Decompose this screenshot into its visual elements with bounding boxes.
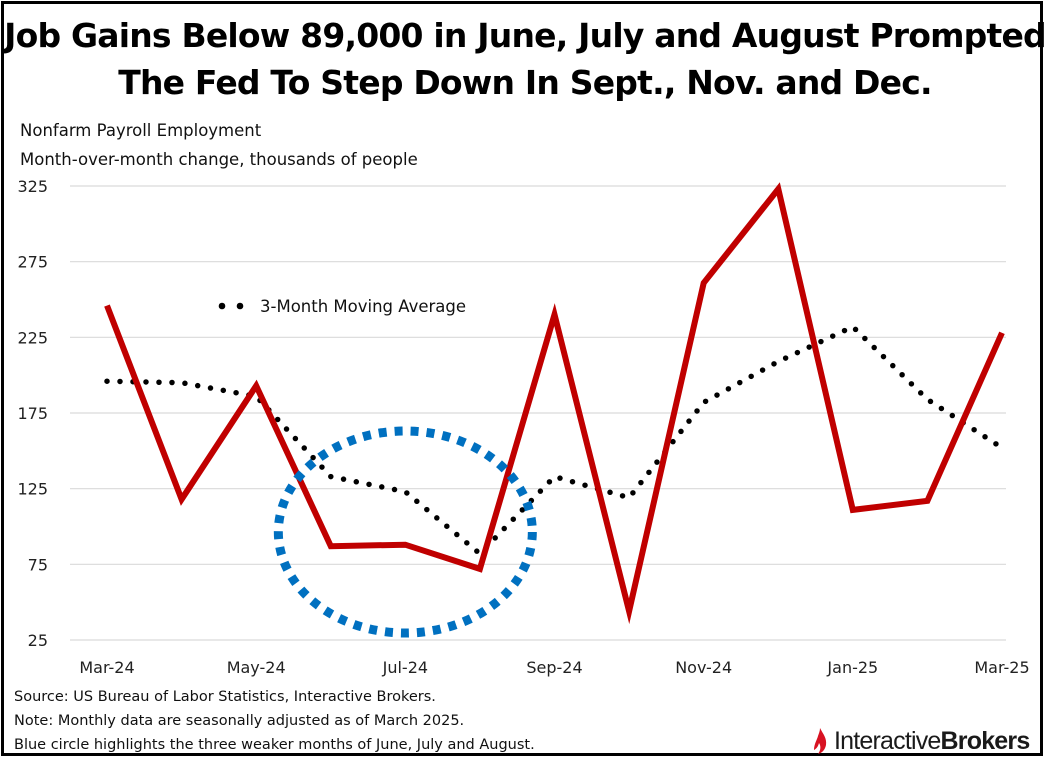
title-line-1: Job Gains Below 89,000 in June, July and… <box>4 16 1047 55</box>
x-tick-label-sep-24: Sep-24 <box>526 658 582 677</box>
x-tick-label-mar-24: Mar-24 <box>79 658 134 677</box>
moving-average-point-mar-25 <box>1000 446 1004 450</box>
moving-average-line <box>104 323 1005 557</box>
y-tick-label-225: 225 <box>17 328 48 347</box>
title-line-2: The Fed To Step Down In Sept., Nov. and … <box>118 63 932 102</box>
moving-average-point-dec-24 <box>776 360 780 364</box>
payroll-point-feb-25 <box>925 499 929 503</box>
payroll-point-sep-24 <box>553 313 557 317</box>
moving-average-point-may-24 <box>254 394 258 398</box>
payroll-point-oct-24 <box>627 609 631 613</box>
x-tick-label-may-24: May-24 <box>227 658 286 677</box>
payroll-point-aug-24 <box>478 567 482 571</box>
chart-subtitle-units: Month-over-month change, thousands of pe… <box>20 150 418 169</box>
moving-average-point-aug-24 <box>478 552 482 556</box>
x-tick-label-jan-25: Jan-25 <box>826 658 878 677</box>
legend-dot-1 <box>218 302 226 310</box>
moving-average-point-jan-25 <box>851 325 855 329</box>
x-tick-label-mar-25: Mar-25 <box>974 658 1029 677</box>
y-tick-label-175: 175 <box>17 404 48 423</box>
y-tick-label-125: 125 <box>17 480 48 499</box>
logo-wordmark: InteractiveBrokers <box>834 726 1031 756</box>
payroll-point-mar-24 <box>105 304 109 308</box>
interactive-brokers-logo: InteractiveBrokers <box>814 726 1031 756</box>
moving-average-point-oct-24 <box>627 496 631 500</box>
payroll-point-dec-24 <box>776 187 780 191</box>
chart-title: Job Gains Below 89,000 in June, July and… <box>4 12 1047 106</box>
highlight-note: Blue circle highlights the three weaker … <box>14 737 535 753</box>
moving-average-point-jun-24 <box>329 475 333 479</box>
moving-average-point-nov-24 <box>702 400 706 404</box>
logo-word-brokers: Brokers <box>940 727 1031 755</box>
moving-average-point-apr-24 <box>180 381 184 385</box>
legend-label: 3-Month Moving Average <box>260 297 466 316</box>
y-tick-label-75: 75 <box>28 555 48 574</box>
payroll-point-jun-24 <box>329 544 333 548</box>
x-tick-label-jul-24: Jul-24 <box>382 658 428 677</box>
payroll-point-jul-24 <box>403 543 407 547</box>
payroll-point-may-24 <box>254 384 258 388</box>
moving-average-point-sep-24 <box>553 475 557 479</box>
payroll-point-jan-25 <box>851 508 855 512</box>
moving-average-point-mar-24 <box>105 379 109 383</box>
y-tick-label-275: 275 <box>17 253 48 272</box>
source-note: Source: US Bureau of Labor Statistics, I… <box>14 689 436 705</box>
line-chart: 25 75 125 175 225 275 325 Mar-24 May-24 Jul-24 Sep… <box>17 177 1029 677</box>
moving-average-point-feb-25 <box>925 397 929 401</box>
legend-dot-2 <box>236 302 244 310</box>
payroll-line <box>104 182 1005 625</box>
moving-average-point-jul-24 <box>403 490 407 494</box>
highlight-circle <box>273 426 537 638</box>
logo-flame-icon <box>814 728 827 754</box>
y-tick-label-325: 325 <box>17 177 48 196</box>
data-note: Note: Monthly data are seasonally adjust… <box>14 713 465 729</box>
payroll-point-nov-24 <box>702 281 706 285</box>
payroll-point-mar-25 <box>1000 331 1004 335</box>
y-tick-label-25: 25 <box>28 631 48 650</box>
payroll-point-apr-24 <box>180 497 184 501</box>
logo-word-interactive: Interactive <box>834 727 941 755</box>
chart-subtitle-series: Nonfarm Payroll Employment <box>20 121 262 140</box>
x-tick-label-nov-24: Nov-24 <box>675 658 732 677</box>
